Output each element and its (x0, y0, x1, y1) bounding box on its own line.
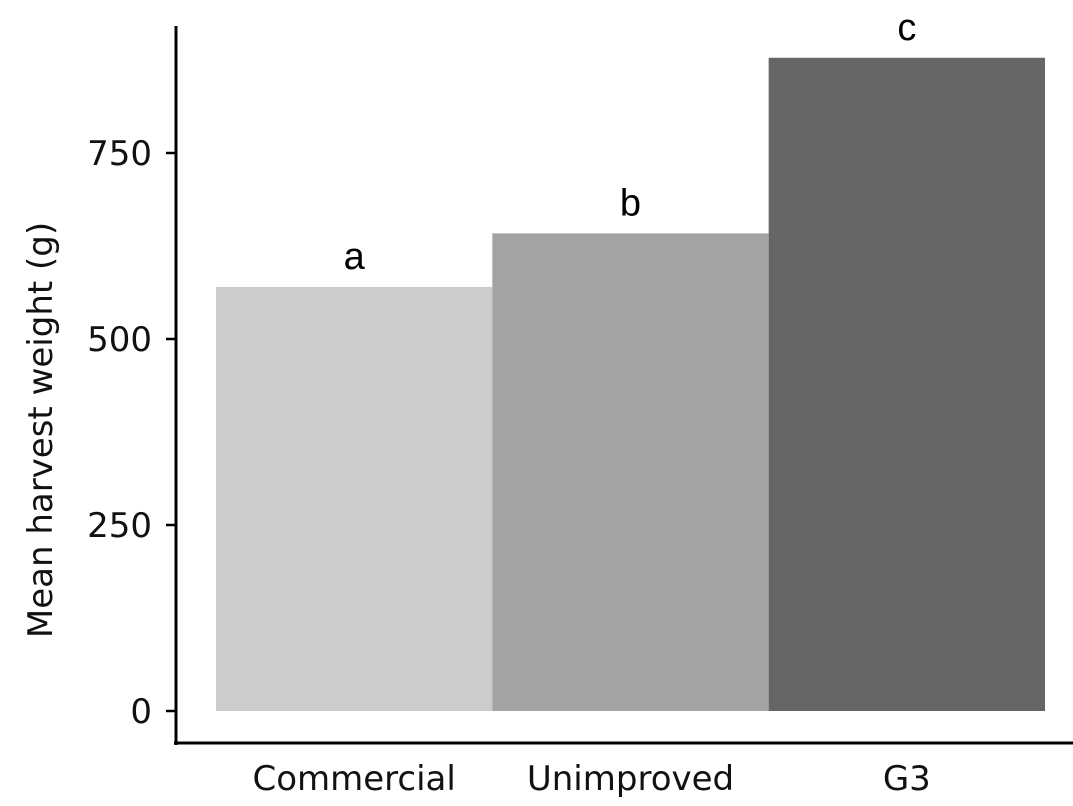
bar-g3 (768, 57, 1045, 711)
y-axis-label: Mean harvest weight (g) (21, 222, 61, 638)
x-tick-label-unimproved: Unimproved (527, 759, 734, 799)
y-tick-label: 0 (130, 692, 152, 732)
significance-letter-g3: c (897, 7, 916, 49)
bar-unimproved (492, 233, 769, 712)
bar-commercial (216, 286, 493, 711)
y-axis-ticks: 0 250 500 750 (87, 134, 176, 732)
x-tick-label-g3: G3 (883, 759, 931, 799)
x-tick-label-commercial: Commercial (252, 759, 455, 799)
y-tick-label: 750 (87, 134, 152, 174)
y-tick-label: 250 (87, 506, 152, 546)
significance-letter-unimproved: b (620, 182, 641, 224)
significance-letter-commercial: a (344, 236, 366, 278)
bars-group (216, 57, 1045, 712)
significance-labels: a b c (344, 7, 917, 278)
x-axis-labels: Commercial Unimproved G3 (252, 759, 930, 799)
y-tick-label: 500 (87, 320, 152, 360)
